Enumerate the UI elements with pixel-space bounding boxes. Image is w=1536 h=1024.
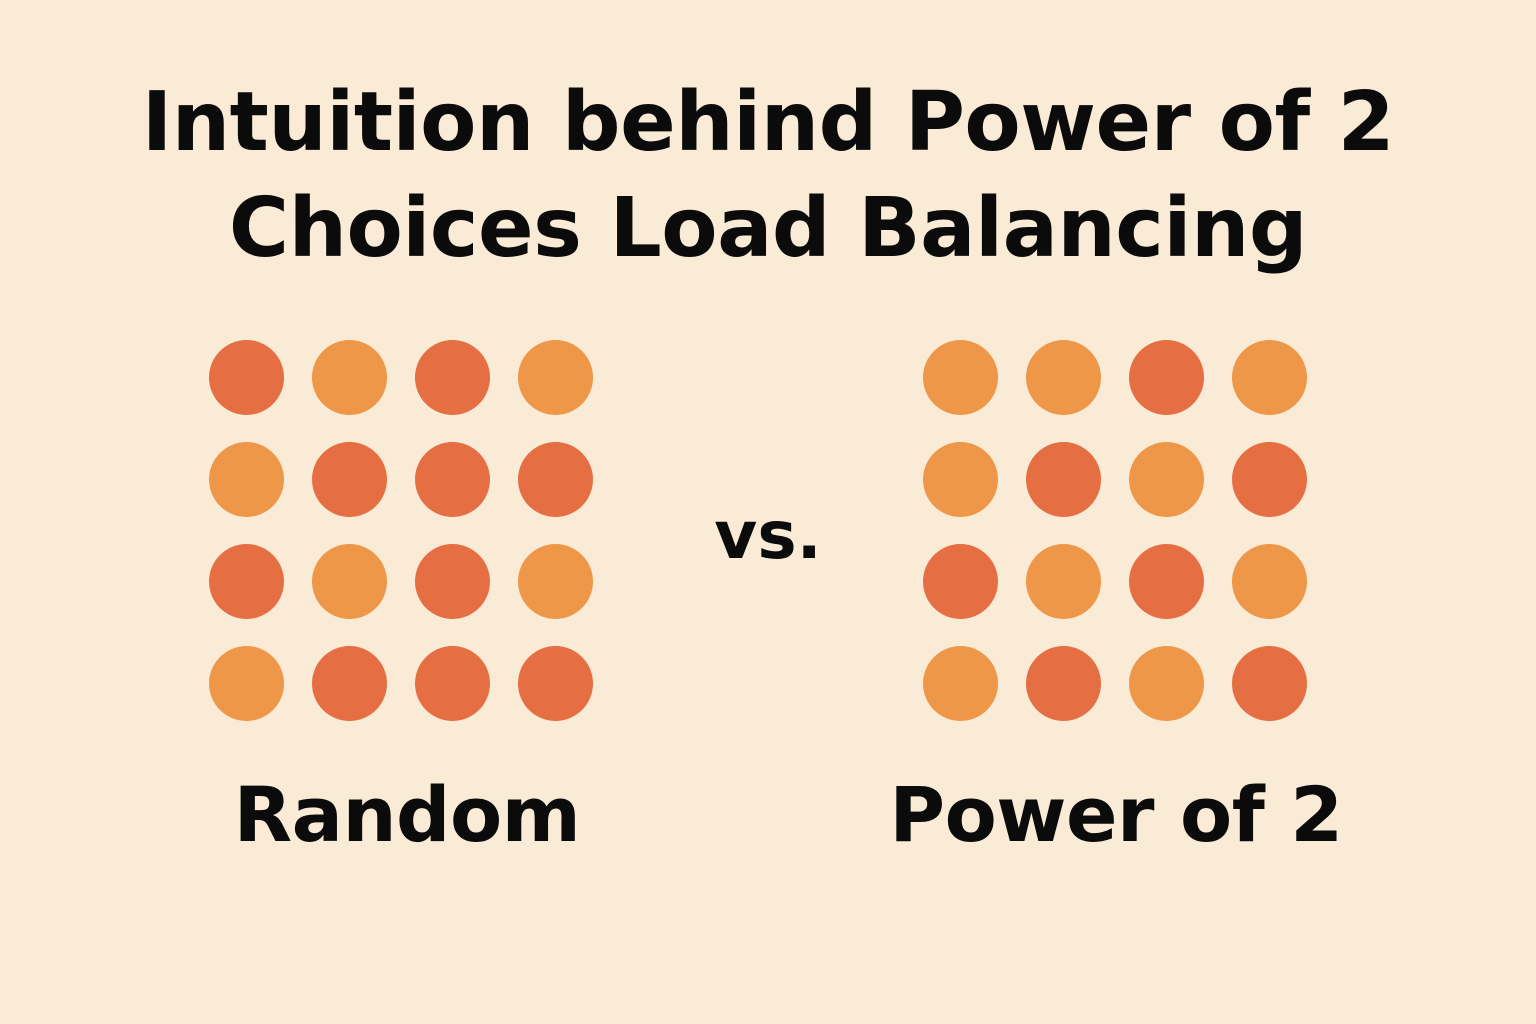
server-dot-dark (1026, 442, 1101, 517)
server-dot-dark (518, 646, 593, 721)
server-dot-light (923, 646, 998, 721)
server-dot-light (518, 340, 593, 415)
server-dot-light (312, 544, 387, 619)
server-dot-dark (209, 340, 284, 415)
title-line-2: Choices Load Balancing (228, 181, 1308, 276)
server-dot-dark (312, 442, 387, 517)
server-dot-light (1129, 442, 1204, 517)
server-dot-light (923, 442, 998, 517)
server-dot-dark (518, 442, 593, 517)
server-dot-dark (415, 544, 490, 619)
title-line-1: Intuition behind Power of 2 (141, 75, 1395, 170)
random-label: Random (233, 770, 581, 859)
server-dot-dark (1232, 646, 1307, 721)
server-dot-light (209, 646, 284, 721)
vs-separator: vs. (714, 497, 822, 574)
server-dot-dark (415, 646, 490, 721)
server-dot-light (1232, 544, 1307, 619)
server-dot-dark (415, 340, 490, 415)
server-dot-light (1232, 340, 1307, 415)
server-dot-dark (1129, 544, 1204, 619)
server-dot-dark (415, 442, 490, 517)
server-dot-dark (209, 544, 284, 619)
server-dot-light (1026, 340, 1101, 415)
page-title: Intuition behind Power of 2 Choices Load… (0, 70, 1536, 282)
server-dot-light (1026, 544, 1101, 619)
server-dot-dark (923, 544, 998, 619)
server-dot-dark (312, 646, 387, 721)
power-of-2-label: Power of 2 (889, 770, 1343, 859)
random-dot-grid (209, 340, 593, 721)
server-dot-light (1129, 646, 1204, 721)
server-dot-light (923, 340, 998, 415)
server-dot-dark (1026, 646, 1101, 721)
server-dot-dark (1129, 340, 1204, 415)
server-dot-light (312, 340, 387, 415)
power-of-2-dot-grid (923, 340, 1307, 721)
server-dot-light (209, 442, 284, 517)
server-dot-light (518, 544, 593, 619)
server-dot-dark (1232, 442, 1307, 517)
